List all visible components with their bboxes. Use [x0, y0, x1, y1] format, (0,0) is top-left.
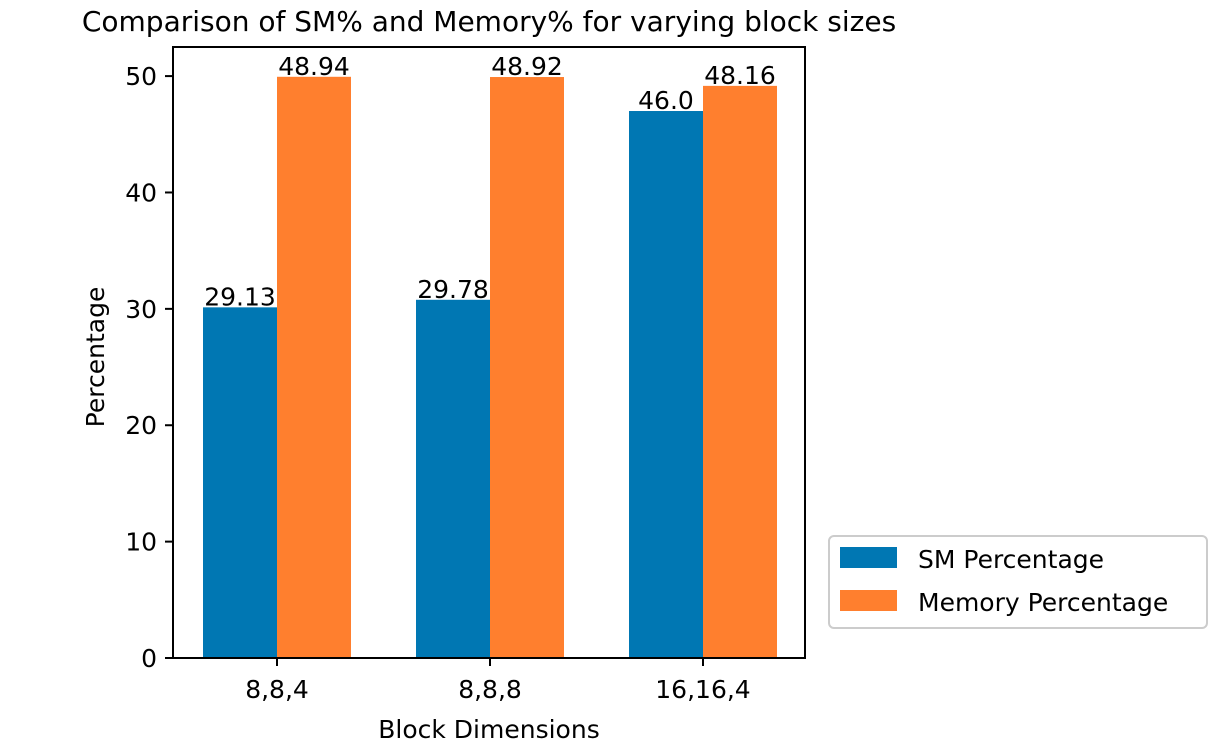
data-label: 46.0 [638, 86, 694, 115]
chart-title: Comparison of SM% and Memory% for varyin… [82, 5, 896, 38]
legend-swatch-memory [840, 590, 897, 611]
y-tick-label: 40 [125, 178, 157, 207]
legend-frame [828, 535, 1208, 629]
y-tick-label: 20 [125, 411, 157, 440]
axes-frame [172, 46, 806, 659]
x-tick-label: 8,8,8 [458, 675, 522, 704]
x-axis: 8,8,4 8,8,8 16,16,4 [245, 658, 751, 704]
data-label: 48.94 [278, 52, 350, 81]
x-tick-label: 8,8,4 [245, 675, 309, 704]
y-tick-label: 0 [141, 644, 157, 673]
bar-memory [277, 76, 351, 659]
bars [203, 76, 777, 659]
legend-label-memory: Memory Percentage [918, 588, 1168, 617]
bar-sm [629, 111, 703, 658]
data-label: 29.13 [204, 282, 276, 311]
y-axis-label: Percentage [81, 287, 110, 428]
bar-memory [490, 77, 564, 658]
data-label: 48.92 [491, 52, 563, 81]
legend-label-sm: SM Percentage [918, 545, 1104, 574]
data-label: 29.78 [417, 275, 489, 304]
bar-sm [416, 299, 490, 658]
bar-memory [703, 85, 777, 659]
x-tick-label: 16,16,4 [655, 675, 750, 704]
data-labels: 29.13 48.94 29.78 48.92 46.0 48.16 [204, 52, 776, 312]
y-axis: 0 10 20 30 40 50 [125, 62, 173, 673]
bar-sm [203, 307, 277, 658]
legend-swatch-sm [840, 547, 897, 568]
y-tick-label: 30 [125, 295, 157, 324]
y-tick-label: 10 [125, 528, 157, 557]
x-axis-label: Block Dimensions [378, 715, 599, 744]
y-tick-label: 50 [125, 62, 157, 91]
legend: SM Percentage Memory Percentage [828, 535, 1208, 629]
data-label: 48.16 [704, 61, 776, 90]
